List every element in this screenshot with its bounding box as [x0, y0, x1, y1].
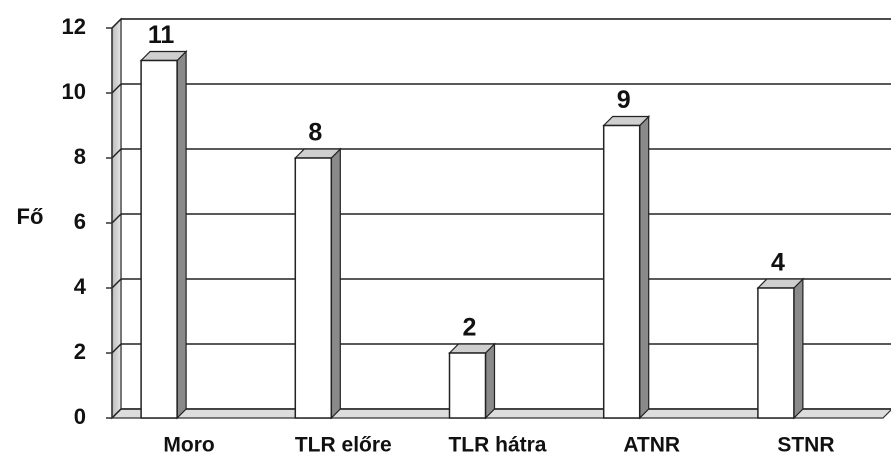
- bar-side: [793, 277, 804, 420]
- grid-line: [111, 213, 122, 224]
- grid-line: [111, 343, 122, 354]
- grid-line: [111, 18, 122, 29]
- bar-side: [484, 342, 496, 420]
- x-tick-label: TLR előre: [295, 434, 392, 457]
- bar: [448, 352, 487, 419]
- x-tick-label: ATNR: [623, 434, 680, 457]
- x-tick-label: Moro: [163, 434, 214, 457]
- y-tick-label: 12: [62, 14, 86, 39]
- grid-line: [111, 83, 122, 94]
- y-tick-label: 2: [74, 339, 86, 364]
- x-tick-label: TLR hátra: [448, 434, 546, 457]
- value-label: 9: [617, 86, 631, 114]
- grid-line: [111, 278, 122, 289]
- x-tick-label: STNR: [777, 434, 834, 457]
- bar-side: [176, 50, 187, 420]
- bar-side: [639, 115, 650, 420]
- y-tick-label: 6: [74, 209, 86, 234]
- bar: [602, 124, 641, 419]
- grid-line: [111, 408, 122, 419]
- value-label: 11: [148, 21, 175, 49]
- value-label: 8: [308, 119, 322, 147]
- bar-side: [330, 147, 341, 420]
- y-axis-label: Fő: [17, 204, 44, 229]
- y-tick-label: 8: [74, 144, 86, 169]
- y-tick-label: 10: [62, 79, 86, 104]
- y-tick-label: 0: [74, 404, 86, 429]
- grid-line: [111, 148, 122, 159]
- y-tick-label: 4: [74, 274, 87, 299]
- value-label: 4: [771, 249, 785, 277]
- bar: [294, 157, 333, 419]
- bar: [757, 287, 795, 419]
- bar: [140, 59, 178, 419]
- value-label: 2: [463, 314, 477, 342]
